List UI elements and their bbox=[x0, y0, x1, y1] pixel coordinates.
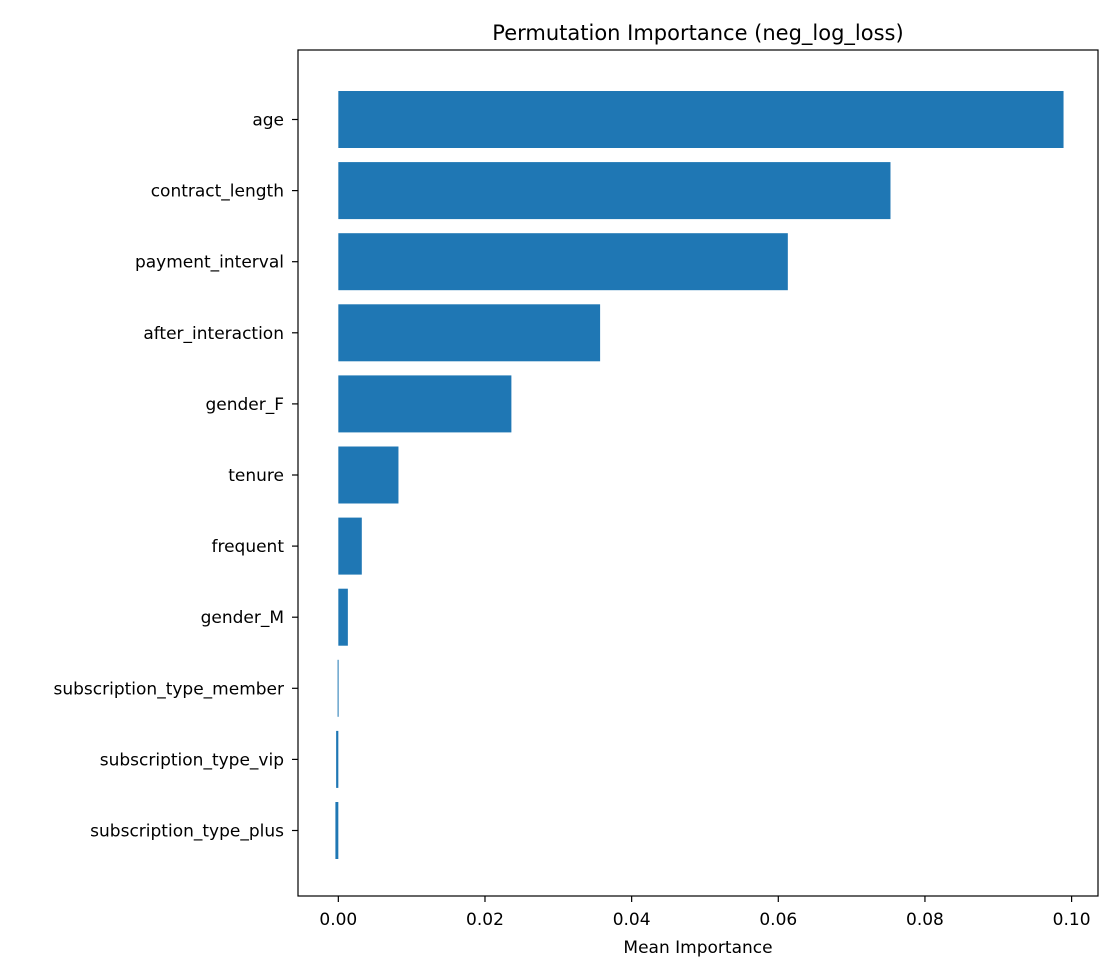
y-tick-label: gender_F bbox=[205, 395, 284, 415]
bar-after-interaction bbox=[338, 304, 601, 362]
bar-age bbox=[338, 91, 1064, 148]
bar-gender-F bbox=[338, 375, 512, 433]
x-tick-label: 0.00 bbox=[319, 910, 357, 930]
y-tick-label: subscription_type_plus bbox=[90, 822, 284, 842]
axes-frame bbox=[297, 49, 1099, 897]
x-tick-label: 0.06 bbox=[759, 910, 797, 930]
y-tick-label: frequent bbox=[211, 537, 284, 557]
x-axis-ticks: 0.00 0.02 0.04 0.06 0.08 0.10 bbox=[319, 896, 1091, 930]
bar-tenure bbox=[338, 446, 399, 504]
bar-gender-M bbox=[338, 588, 348, 646]
bar-subscription-type-member bbox=[337, 659, 339, 717]
y-axis-ticks: age contract_length payment_interval after_… bbox=[54, 111, 298, 842]
bar-subscription-type-plus bbox=[335, 802, 339, 859]
y-tick-label: after_interaction bbox=[143, 324, 284, 344]
y-tick-label: contract_length bbox=[151, 182, 284, 202]
y-tick-label: subscription_type_vip bbox=[100, 750, 284, 770]
bar-frequent bbox=[338, 517, 362, 575]
y-tick-label: age bbox=[252, 111, 284, 131]
x-axis-label: Mean Importance bbox=[623, 938, 772, 958]
y-tick-label: gender_M bbox=[201, 608, 284, 628]
bar-subscription-type-vip bbox=[336, 730, 339, 788]
bar-payment-interval bbox=[338, 233, 788, 291]
y-tick-label: tenure bbox=[228, 466, 284, 486]
bar-contract-length bbox=[338, 162, 891, 220]
y-tick-label: payment_interval bbox=[135, 253, 284, 273]
bars-layer bbox=[335, 91, 1064, 859]
x-tick-label: 0.08 bbox=[906, 910, 944, 930]
x-tick-label: 0.10 bbox=[1053, 910, 1091, 930]
chart-title: Permutation Importance (neg_log_loss) bbox=[492, 21, 903, 46]
x-tick-label: 0.04 bbox=[613, 910, 651, 930]
y-tick-label: subscription_type_member bbox=[54, 679, 285, 699]
x-tick-label: 0.02 bbox=[466, 910, 504, 930]
